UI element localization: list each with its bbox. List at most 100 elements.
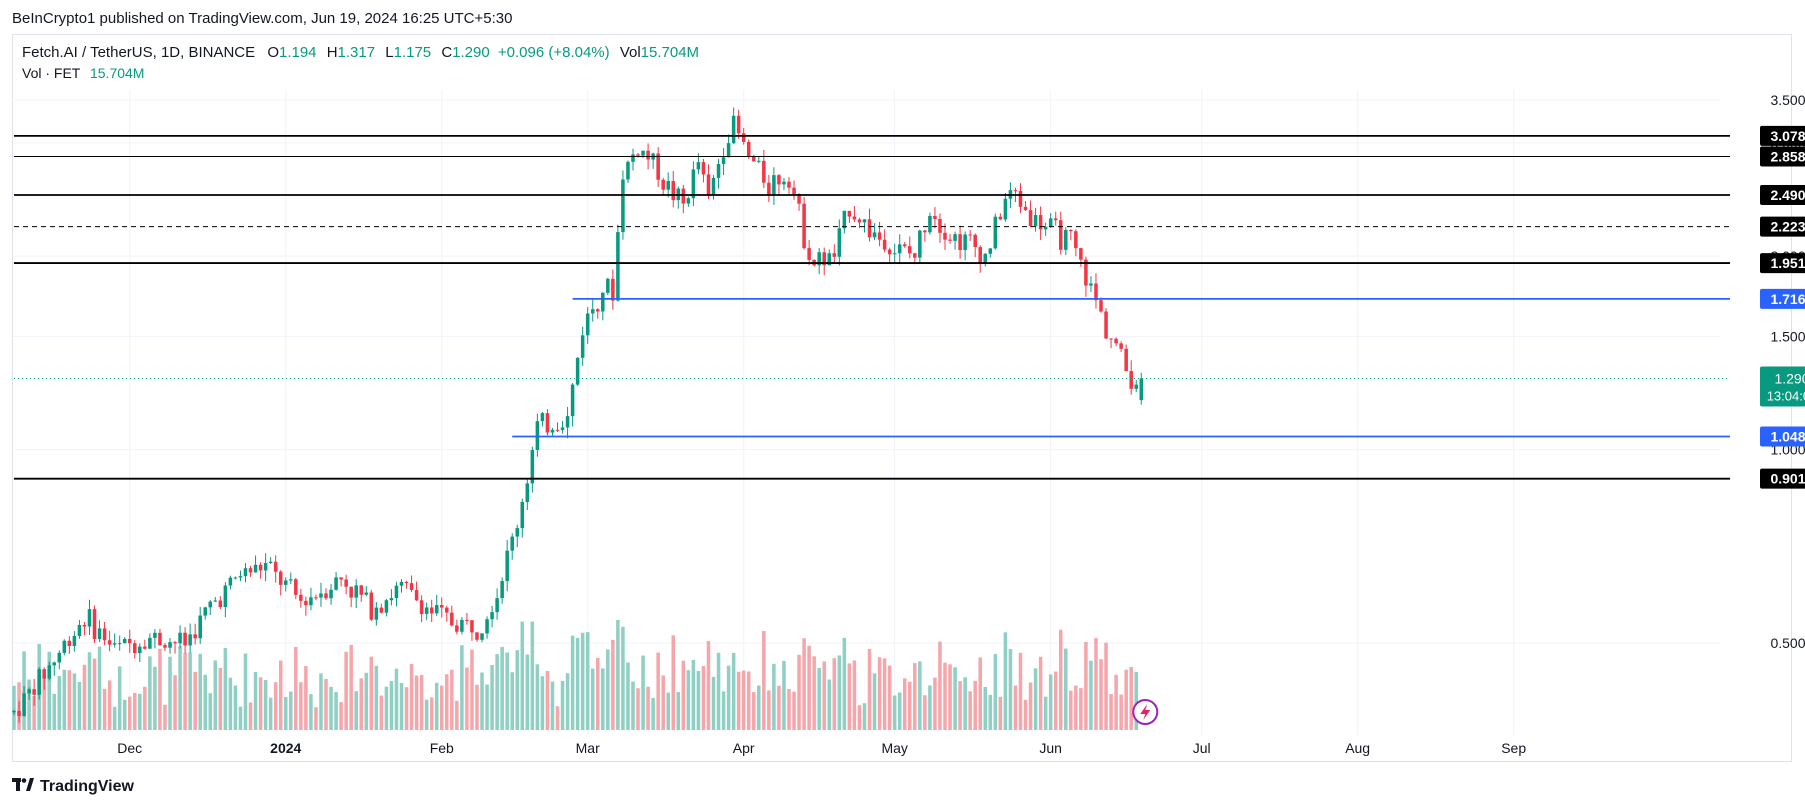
level-price-label: 3.078 <box>1770 128 1805 144</box>
level-price-tag <box>1760 185 1805 206</box>
volume-bar <box>495 654 499 730</box>
candle-body <box>1003 198 1008 220</box>
candle-body <box>37 669 41 695</box>
x-tick-label: Dec <box>117 740 142 756</box>
candle-body <box>867 219 872 238</box>
level-price-label: 2.490 <box>1770 187 1805 203</box>
volume-bar <box>837 655 842 730</box>
candle-body <box>918 230 922 258</box>
candle-body <box>460 619 464 632</box>
candle-body <box>525 483 530 503</box>
candle-body <box>656 153 660 180</box>
volume-bar <box>173 675 177 730</box>
candle-body-last <box>1139 378 1144 401</box>
volume-bar <box>585 632 590 730</box>
candle-body <box>1089 283 1093 286</box>
volume-bar <box>490 665 494 730</box>
volume-bar <box>213 660 218 730</box>
candle-body <box>515 528 520 537</box>
volume-bar <box>218 667 223 730</box>
volume-bar <box>998 696 1003 730</box>
candle-body <box>943 232 947 240</box>
candle-body <box>953 234 957 241</box>
volume-bar <box>344 651 348 730</box>
volume-bar <box>636 688 640 730</box>
close-label: C <box>441 44 453 61</box>
candle-body <box>545 413 550 433</box>
candle-body <box>1094 283 1098 301</box>
candle-body <box>817 252 821 266</box>
candle-body <box>933 215 937 219</box>
candle-body <box>344 579 348 587</box>
volume-bar <box>243 653 248 730</box>
volume-bar <box>460 645 464 730</box>
volume-bar <box>1079 688 1083 730</box>
candle-body <box>349 586 353 598</box>
volume-bar <box>1013 685 1018 730</box>
candle-body <box>233 577 238 579</box>
volume-indicator-label[interactable]: Vol · FET <box>22 65 81 81</box>
volume-bar <box>565 673 570 730</box>
volume-bar <box>822 661 826 730</box>
candle-body <box>17 710 21 716</box>
y-tick-label: 0.500 <box>1770 635 1805 651</box>
symbol-title[interactable]: Fetch.AI / TetherUS, 1D, BINANCE <box>22 44 256 61</box>
volume-bar <box>87 652 92 730</box>
volume-bar <box>782 660 786 730</box>
volume-bar <box>575 637 580 730</box>
candle-body <box>153 632 157 638</box>
volume-bar <box>827 679 832 730</box>
volume-bar <box>691 659 696 730</box>
published-note: BeInCrypto1 published on TradingView.com… <box>12 10 513 27</box>
volume-bar <box>450 669 454 730</box>
volume-bar <box>138 693 142 730</box>
candle-body <box>661 179 665 190</box>
candle-body <box>92 609 97 640</box>
level-price-tag <box>1760 125 1805 146</box>
volume-bar <box>1119 694 1123 730</box>
volume-bar <box>540 676 545 730</box>
volume-bar <box>112 706 117 730</box>
volume-bar <box>424 699 429 730</box>
volume-bar <box>601 668 605 730</box>
volume-bar <box>1074 685 1078 730</box>
volume-bar <box>978 657 982 730</box>
candle-body <box>1074 231 1078 249</box>
candle-body <box>465 619 469 621</box>
level-price-label: 2.223 <box>1770 219 1805 235</box>
volume-indicator-value: 15.704M <box>89 65 145 81</box>
candle-body <box>258 564 263 571</box>
volume-bar <box>973 680 977 730</box>
volume-bar <box>671 635 676 730</box>
candle-body <box>198 615 202 639</box>
volume-bar <box>1033 668 1038 730</box>
volume-bar <box>792 691 796 730</box>
volume-bar <box>1038 656 1043 730</box>
volume-bar <box>12 685 16 730</box>
volume-bar <box>1124 669 1128 730</box>
candle-body <box>112 643 117 645</box>
low-value: 1.175 <box>393 44 432 61</box>
volume-bar <box>631 681 635 730</box>
candle-body <box>832 253 837 257</box>
candle-body <box>1109 338 1113 340</box>
candle-body <box>746 141 751 157</box>
volume-bar <box>802 638 806 730</box>
volume-bar <box>1089 660 1093 730</box>
volume-bar <box>988 694 993 730</box>
volume-bar <box>178 646 182 730</box>
volume-bar <box>968 691 972 730</box>
volume-bar <box>485 684 489 730</box>
candle-body <box>721 157 726 164</box>
volume-bar <box>867 648 872 730</box>
candle-body <box>621 179 625 233</box>
volume-bar <box>439 685 444 730</box>
volume-bar <box>223 648 228 730</box>
tradingview-logo[interactable]: TradingView <box>12 778 134 796</box>
volume-bar <box>364 672 369 730</box>
volume-bar <box>349 644 353 730</box>
candle-body <box>686 198 691 204</box>
volume-bar <box>726 665 731 730</box>
volume-bar <box>590 668 595 730</box>
